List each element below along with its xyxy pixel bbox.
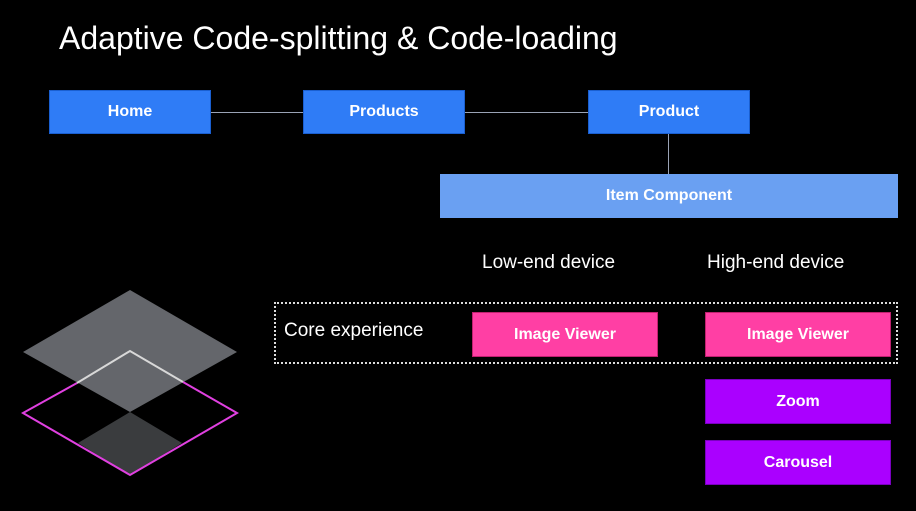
core-experience-label: Core experience (284, 320, 424, 341)
slide-title: Adaptive Code-splitting & Code-loading (59, 20, 618, 56)
home-node: Home (49, 90, 211, 134)
carousel-module: Carousel (705, 440, 891, 485)
connector-product-item (668, 134, 669, 174)
low-end-heading: Low-end device (482, 252, 616, 273)
item-component-node: Item Component (440, 174, 898, 218)
high-end-heading: High-end device (707, 252, 845, 273)
bottom-layer-outline (20, 381, 240, 477)
connector-home-products (210, 112, 304, 113)
core-experience-group (274, 302, 898, 364)
high-end-image-viewer: Image Viewer (705, 312, 891, 357)
product-node: Product (588, 90, 750, 134)
bottom-layer-fill (78, 412, 182, 475)
layers-icon (20, 290, 240, 477)
connector-products-product (465, 112, 589, 113)
products-node: Products (303, 90, 465, 134)
zoom-module: Zoom (705, 379, 891, 424)
bottom-layer-overlap-outline (76, 349, 184, 384)
low-end-image-viewer: Image Viewer (472, 312, 658, 357)
